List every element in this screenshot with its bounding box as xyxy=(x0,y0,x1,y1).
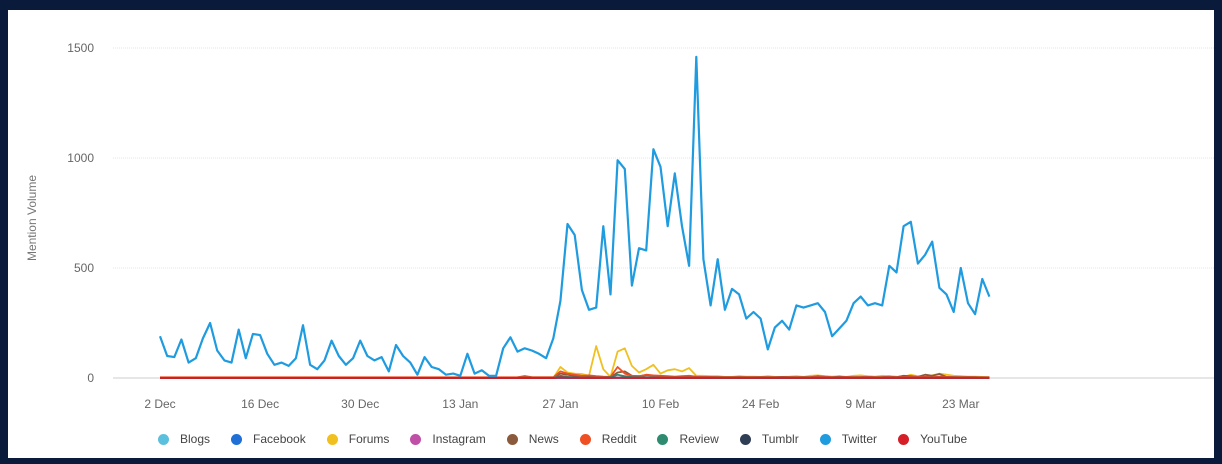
series-line-twitter xyxy=(158,55,991,377)
x-tick-label: 9 Mar xyxy=(845,397,876,411)
x-tick-label: 23 Mar xyxy=(942,397,979,411)
legend-marker xyxy=(657,433,669,445)
y-axis-label: Mention Volume xyxy=(25,175,39,261)
legend-label: Forums xyxy=(348,432,390,446)
x-tick-label: 16 Dec xyxy=(241,397,279,411)
x-tick-label: 13 Jan xyxy=(442,397,478,411)
x-tick-label: 10 Feb xyxy=(642,397,680,411)
legend-item-youtube[interactable]: YouTube xyxy=(898,432,967,446)
legend-item-facebook[interactable]: Facebook xyxy=(231,432,306,446)
x-tick-label: 30 Dec xyxy=(341,397,379,411)
line-chart: 0 500 1000 1500 Mention Volume 2 Dec 16 Dec 30 … xyxy=(25,41,1214,411)
legend-item-twitter[interactable]: Twitter xyxy=(819,432,878,446)
legend-marker xyxy=(819,433,831,445)
series-line-forums xyxy=(160,345,990,379)
legend-item-news[interactable]: News xyxy=(506,432,559,446)
x-tick-label: 24 Feb xyxy=(742,397,780,411)
y-tick-label: 1500 xyxy=(67,41,94,55)
chart-legend: Blogs Facebook Forums Instagram News Reddit Re… xyxy=(158,431,988,447)
legend-marker xyxy=(410,433,422,445)
y-tick-label: 500 xyxy=(74,261,94,275)
legend-item-tumblr[interactable]: Tumblr xyxy=(739,432,799,446)
legend-marker xyxy=(231,433,243,445)
legend-marker xyxy=(326,433,338,445)
legend-item-forums[interactable]: Forums xyxy=(326,432,390,446)
chart-panel: 0 500 1000 1500 Mention Volume 2 Dec 16 Dec 30 … xyxy=(8,10,1214,458)
legend-item-review[interactable]: Review xyxy=(657,432,719,446)
legend-label: Reddit xyxy=(601,432,637,446)
series-line-youtube xyxy=(160,376,990,379)
x-tick-label: 27 Jan xyxy=(542,397,578,411)
legend-label: Facebook xyxy=(253,432,306,446)
legend-marker xyxy=(739,433,751,445)
legend-label: Review xyxy=(679,432,719,446)
legend-item-reddit[interactable]: Reddit xyxy=(579,432,637,446)
legend-label: News xyxy=(528,432,559,446)
legend-label: YouTube xyxy=(920,432,968,446)
legend-item-instagram[interactable]: Instagram xyxy=(410,432,486,446)
legend-label: Blogs xyxy=(180,432,211,446)
x-tick-label: 2 Dec xyxy=(144,397,175,411)
legend-marker xyxy=(579,433,591,445)
legend-marker xyxy=(158,433,169,445)
legend-marker xyxy=(506,433,518,445)
legend-item-blogs[interactable]: Blogs xyxy=(158,432,210,446)
legend-label: Instagram xyxy=(432,432,486,446)
legend-label: Twitter xyxy=(841,432,878,446)
legend-marker xyxy=(898,433,910,445)
y-tick-label: 1000 xyxy=(67,151,94,165)
legend-label: Tumblr xyxy=(761,432,799,446)
y-tick-label: 0 xyxy=(87,371,94,385)
